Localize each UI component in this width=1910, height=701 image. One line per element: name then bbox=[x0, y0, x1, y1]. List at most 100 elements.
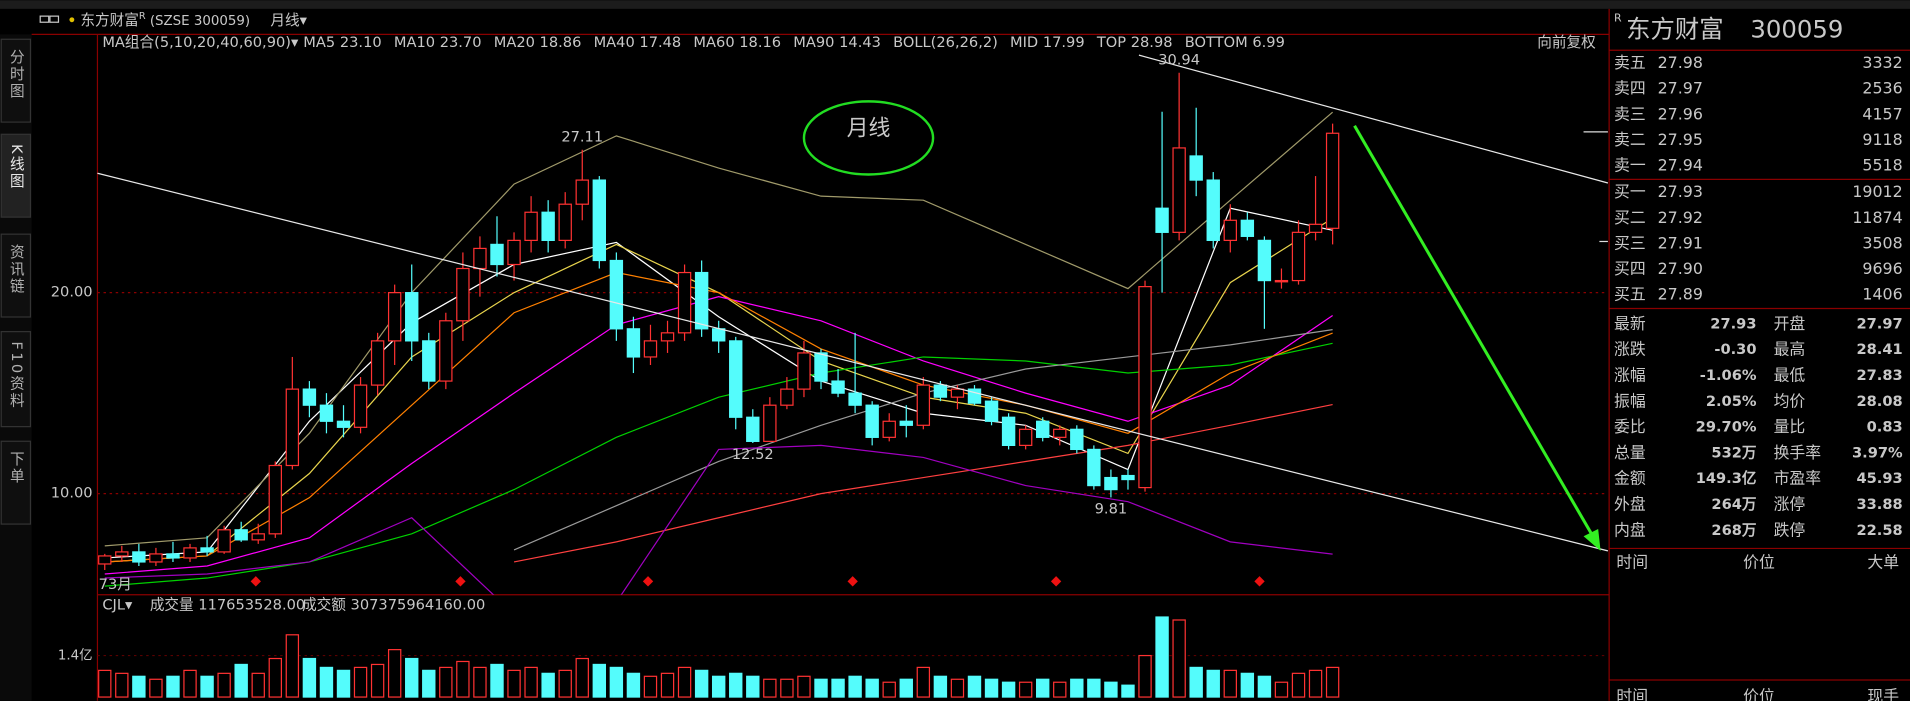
trend-line bbox=[1138, 54, 1609, 184]
tab[interactable] bbox=[0, 233, 32, 318]
candle-body bbox=[473, 247, 487, 270]
volume-bar bbox=[353, 666, 368, 698]
tab[interactable] bbox=[0, 331, 32, 428]
volume-bar bbox=[865, 678, 879, 698]
overlay-line bbox=[104, 207, 1333, 559]
stat-label: 均价 bbox=[1774, 391, 1806, 410]
volume-bar bbox=[115, 672, 129, 698]
volume-bar bbox=[234, 663, 248, 698]
tab-label[interactable]: 资讯链 bbox=[8, 244, 25, 295]
stat-value: -0.30 bbox=[1714, 341, 1756, 358]
stat-value: 22.58 bbox=[1856, 522, 1902, 539]
stat-value: 45.93 bbox=[1856, 470, 1902, 487]
candle-body bbox=[643, 340, 658, 358]
tab[interactable] bbox=[0, 133, 32, 218]
tick-header: 现手 bbox=[1867, 687, 1899, 701]
stat-value: 28.41 bbox=[1856, 341, 1902, 358]
volume-bar bbox=[814, 678, 828, 698]
candle-body bbox=[984, 400, 999, 422]
book-volume: 3508 bbox=[1862, 233, 1902, 252]
tab[interactable] bbox=[0, 38, 32, 123]
candle-body bbox=[558, 203, 572, 241]
adjust-menu[interactable]: 向前复权 bbox=[1537, 33, 1596, 51]
volume-bar bbox=[984, 678, 999, 698]
stat-value: 149.3亿 bbox=[1696, 469, 1757, 487]
candle-body bbox=[575, 179, 589, 205]
quote-panel: 卖五 27.98 3332 卖四 27.97 2536 卖三 27.96 4157 卖二 27.95… bbox=[1614, 53, 1903, 701]
volume-bar bbox=[302, 657, 317, 698]
volume-bar bbox=[405, 657, 419, 698]
toolbar-icon[interactable] bbox=[39, 15, 50, 23]
marker bbox=[250, 576, 261, 587]
book-price: 27.92 bbox=[1658, 208, 1703, 227]
badge: R bbox=[1614, 12, 1622, 25]
stat-value: 268万 bbox=[1711, 522, 1756, 539]
volume-menu[interactable]: CJL▾ bbox=[102, 597, 133, 614]
volume-bar bbox=[1036, 678, 1050, 698]
volume-bar bbox=[780, 678, 794, 698]
volume-bar bbox=[98, 669, 112, 698]
volume-bar bbox=[967, 675, 982, 698]
book-price: 27.93 bbox=[1658, 182, 1703, 201]
candle-body bbox=[524, 211, 538, 241]
book-volume: 9118 bbox=[1862, 130, 1902, 149]
candle-body bbox=[1001, 416, 1016, 446]
candle-body bbox=[729, 340, 743, 418]
volume-bar bbox=[1155, 616, 1169, 698]
legend-entry: MA90 14.43 bbox=[793, 34, 881, 51]
bullet bbox=[69, 17, 75, 23]
stat-value: 0.83 bbox=[1867, 419, 1903, 436]
candle-body bbox=[660, 332, 675, 342]
volume-bar bbox=[524, 666, 538, 698]
candle-body bbox=[1308, 223, 1323, 233]
tab[interactable] bbox=[0, 440, 32, 525]
volume-bar bbox=[1104, 681, 1118, 698]
volume-bar bbox=[200, 675, 214, 698]
candle-body bbox=[1087, 448, 1101, 487]
candle-body bbox=[950, 388, 965, 398]
trend-line bbox=[97, 172, 1609, 552]
stat-value: 29.70% bbox=[1696, 419, 1757, 436]
stat-label: 量比 bbox=[1774, 417, 1806, 436]
volume-bar bbox=[1053, 681, 1067, 698]
candle-body bbox=[115, 551, 129, 557]
candle-body bbox=[507, 239, 521, 266]
indicator-menu[interactable]: MA组合(5,10,20,40,60,90)▾ bbox=[102, 34, 299, 51]
stat-value: -1.06% bbox=[1700, 367, 1757, 384]
marker bbox=[642, 576, 654, 587]
volume-bar bbox=[422, 669, 436, 698]
annotation-text: 月线 bbox=[847, 116, 891, 141]
book-price: 27.90 bbox=[1658, 259, 1703, 278]
candle-body bbox=[1121, 474, 1135, 481]
volume-bar bbox=[1087, 678, 1101, 698]
book-volume: 4157 bbox=[1862, 104, 1902, 123]
tab-label[interactable]: K线图 bbox=[8, 144, 25, 190]
candle-body bbox=[456, 267, 470, 322]
period-menu[interactable]: 月线▾ bbox=[270, 12, 307, 29]
book-label: 买四 bbox=[1614, 259, 1646, 278]
tab-label[interactable]: 下单 bbox=[8, 451, 25, 485]
tab-label[interactable]: F10资料 bbox=[8, 341, 25, 409]
volume-bar bbox=[319, 666, 334, 698]
candle-body bbox=[797, 352, 811, 390]
candle-body bbox=[1291, 231, 1306, 282]
overlays bbox=[104, 111, 1334, 595]
low-label: 12.52 bbox=[732, 446, 774, 463]
book-volume: 2536 bbox=[1862, 79, 1902, 98]
volume-bar bbox=[1325, 666, 1340, 698]
stat-label: 内盘 bbox=[1614, 520, 1646, 539]
trade-header: 大单 bbox=[1867, 553, 1899, 572]
overlay-line bbox=[104, 111, 1334, 547]
marker bbox=[1254, 576, 1265, 587]
volume-bar bbox=[1257, 675, 1272, 698]
panel-code: 300059 bbox=[1750, 15, 1843, 44]
stat-label: 总量 bbox=[1614, 443, 1646, 462]
tab-label[interactable]: 分时图 bbox=[8, 49, 25, 100]
toolbar-icon bbox=[49, 15, 60, 23]
volume-bar bbox=[1189, 666, 1203, 698]
volume-bar bbox=[132, 675, 146, 698]
volume-bar bbox=[268, 657, 282, 698]
candle-body bbox=[541, 211, 555, 241]
book-price: 27.91 bbox=[1658, 233, 1703, 252]
